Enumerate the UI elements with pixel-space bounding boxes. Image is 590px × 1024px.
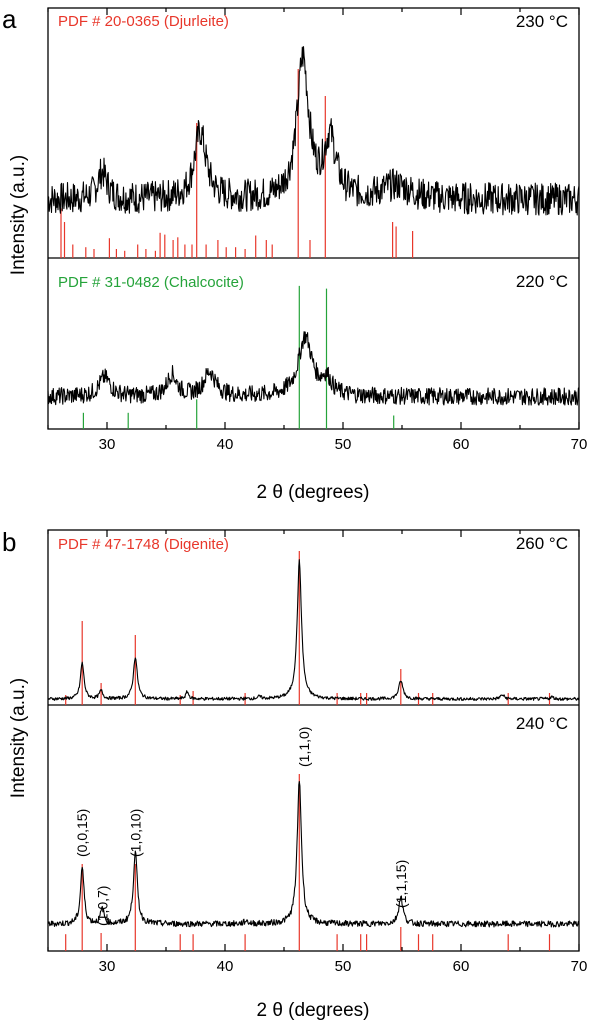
x-tick-label: 40: [217, 436, 234, 453]
chalcocite-reference-lines: [82, 285, 395, 429]
digenite-reference-lines-240C: [65, 774, 551, 951]
temperature-label-230C: 230 °C: [516, 12, 568, 31]
miller-index-label: (1,0,10): [127, 809, 143, 857]
panel-a-ylabel: Intensity (a.u.): [8, 155, 29, 275]
panel-a-letter: a: [2, 4, 17, 34]
panel-a: a Intensity (a.u.) PDF # 20-0365 (Djurle…: [2, 4, 587, 503]
temperature-label-260C: 260 °C: [516, 534, 568, 553]
panel-b-xlabel: 2 θ (degrees): [256, 1000, 369, 1021]
miller-index-label: (0,0,15): [74, 809, 90, 857]
reference-label-digenite: PDF # 47-1748 (Digenite): [58, 536, 229, 553]
x-tick-label: 50: [335, 436, 352, 453]
subplot-230C: PDF # 20-0365 (Djurleite) 230 °C: [47, 12, 580, 258]
reference-label-djurleite: PDF # 20-0365 (Djurleite): [58, 13, 229, 30]
temperature-label-240C: 240 °C: [516, 714, 568, 733]
miller-index-label: (1,1,0): [296, 727, 312, 767]
temperature-label-220C: 220 °C: [516, 272, 568, 291]
x-tick-label: 60: [453, 436, 470, 453]
x-tick-label: 40: [217, 958, 234, 975]
subplot-240C: 240 °C (0,0,15) (1,0,7) (1,0,10) (1,1,0) (1,…: [47, 714, 580, 951]
pattern-220C: [47, 331, 580, 406]
x-tick-label: 70: [571, 436, 588, 453]
panel-a-x-ticks: 30 40 50 60 70: [47, 8, 588, 453]
panel-a-frame: [47, 7, 580, 430]
miller-index-label: (1,0,7): [94, 886, 110, 926]
panel-b-ylabel: Intensity (a.u.): [8, 678, 29, 798]
panel-b-letter: b: [2, 527, 16, 557]
x-tick-label: 50: [335, 958, 352, 975]
panel-b-x-ticks: 30 40 50 60 70: [47, 530, 588, 975]
subplot-220C: PDF # 31-0482 (Chalcocite) 220 °C: [47, 272, 580, 429]
x-tick-label: 70: [571, 958, 588, 975]
pattern-260C: [47, 559, 580, 701]
pattern-240C: [47, 780, 580, 928]
x-tick-label: 30: [99, 958, 116, 975]
x-tick-label: 60: [453, 958, 470, 975]
x-tick-label: 30: [99, 436, 116, 453]
miller-index-annotations: (0,0,15) (1,0,7) (1,0,10) (1,1,0) (1,1,15): [74, 727, 409, 926]
miller-index-label: (1,1,15): [393, 860, 409, 908]
djurleite-reference-lines: [60, 69, 414, 258]
panel-b-frame: [47, 529, 580, 952]
subplot-260C: PDF # 47-1748 (Digenite) 260 °C: [47, 534, 580, 705]
pattern-230C: [47, 46, 580, 216]
reference-label-chalcocite: PDF # 31-0482 (Chalcocite): [58, 274, 244, 291]
panel-a-xlabel: 2 θ (degrees): [256, 482, 369, 503]
panel-b: b Intensity (a.u.) PDF # 47-1748 (Digeni…: [2, 527, 587, 1021]
